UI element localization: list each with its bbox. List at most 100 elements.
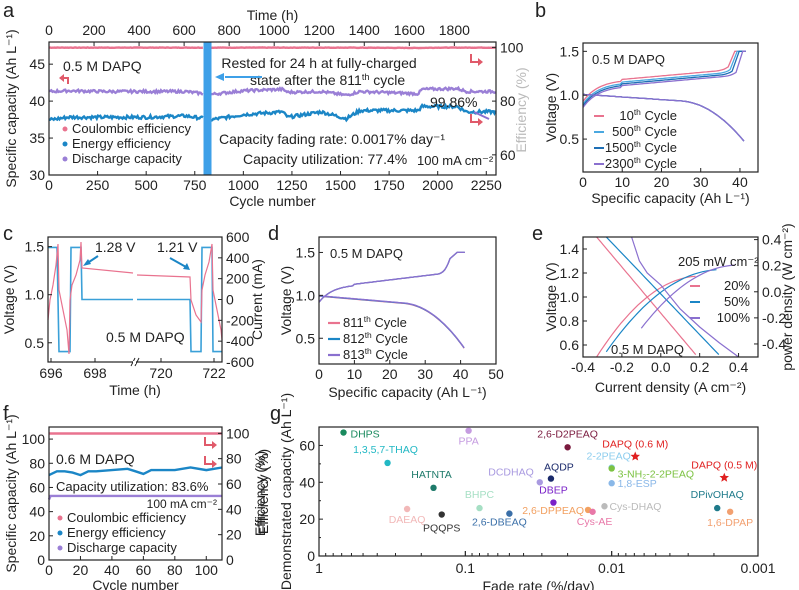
b-series-3-discharge <box>582 93 745 142</box>
e-y2-label: power density (W cm⁻²) <box>779 223 795 370</box>
f-right-axis-arrow-2-head <box>212 460 217 468</box>
g-point-cys-ae <box>589 508 596 515</box>
g-point-bhpc <box>476 504 483 512</box>
a-right-axis-arrow-2 <box>470 114 483 126</box>
b-x-tick-label: 20 <box>654 174 670 190</box>
plot-frame <box>48 41 497 176</box>
e-y2-tick-label: 0.0 <box>762 284 782 300</box>
c-y2-tick-label: 600 <box>226 229 250 245</box>
a-x2-tick-label: 1200 <box>304 22 335 38</box>
f-legend-marker <box>57 515 63 521</box>
b-series-2-charge <box>582 50 746 107</box>
g-point-2-2peaq-label: 2-2PEAQ <box>586 451 630 463</box>
panel-label-f: f <box>3 403 9 425</box>
panel-label-g: g <box>270 403 281 425</box>
g-point-1-8-esp <box>608 480 615 487</box>
g-point-cys-dhaq <box>601 503 608 510</box>
series-energy-efficiency <box>210 102 497 123</box>
f-y-tick-label: 20 <box>29 528 45 544</box>
a-y-tick-label: 45 <box>29 56 45 72</box>
g-point-hatnta-label: HATNTA <box>411 469 451 481</box>
e-y2-tick-label: 0.4 <box>762 232 782 248</box>
a-legend-marker <box>62 156 68 162</box>
c-x-label: Time (h) <box>109 382 161 398</box>
f-current-density: 100 mA cm⁻² <box>147 497 217 511</box>
plot-frame <box>48 426 223 561</box>
d-x-tick-label: 50 <box>488 366 504 382</box>
panel-label-c: c <box>3 223 13 245</box>
a-legend-marker <box>62 126 68 132</box>
f-x-tick-label: 60 <box>136 562 152 578</box>
d-series-2-discharge <box>318 295 465 349</box>
g-point-daeaq-label: DAEAQ <box>389 514 426 526</box>
d-x-tick-label: 10 <box>347 366 363 382</box>
a-x-tick-label: 2000 <box>422 177 453 193</box>
g-point-cys-dhaq-label: Cys-DHAQ <box>609 501 661 513</box>
e-concentration-label: 0.5 M DAPQ <box>611 342 684 357</box>
a-x-tick-label: 1750 <box>374 177 405 193</box>
g-y-label: Demonstrated capacity (Ah L⁻¹) <box>278 393 294 590</box>
b-x-tick-label: 30 <box>693 174 709 190</box>
f-y-tick-label: 40 <box>29 504 45 520</box>
a-right-axis-arrow-2-path <box>470 114 480 123</box>
d-y-label: Voltage (V) <box>278 266 294 335</box>
series-coulombic-efficiency <box>211 46 496 50</box>
g-point-dcdhaq-label: DCDHAQ <box>488 466 534 478</box>
d-x-label: Specific capacity (Ah L⁻¹) <box>328 384 486 400</box>
a-right-axis-arrow <box>470 54 483 66</box>
panel-label-d: d <box>268 223 279 245</box>
f-legend-label: Discharge capacity <box>67 540 177 555</box>
c-voltage-series <box>47 241 134 355</box>
rest-marker-bar <box>203 42 212 175</box>
a-utilization: Capacity utilization: 77.4% <box>243 151 407 167</box>
d-y-tick-label: 1.0 <box>296 287 316 303</box>
e-x-tick-label: 0.2 <box>690 359 710 375</box>
a-legend-label: Energy efficiency <box>72 136 171 151</box>
f-y-tick-label: 60 <box>29 479 45 495</box>
e-power-1 <box>605 269 717 353</box>
c-voltage-series-2 <box>136 243 223 341</box>
b-series-0-charge <box>582 50 746 102</box>
g-point-dhps-label: DHPS <box>351 429 380 441</box>
a-x-tick-label: 1000 <box>228 177 259 193</box>
a-y-tick-label: 40 <box>29 93 45 109</box>
g-x-label: Fade rate (%/day) <box>482 578 594 590</box>
g-point-hatnta <box>430 484 437 492</box>
a-legend-label: Coulombic efficiency <box>72 121 191 136</box>
c-arrow-2-head <box>183 263 190 270</box>
a-x2-tick-label: 0 <box>45 22 53 38</box>
f-right-axis-arrow-2 <box>204 456 217 468</box>
a-x-label: Cycle number <box>229 193 316 209</box>
e-y-tick-label: 1.4 <box>560 241 580 257</box>
d-legend-label: 813th Cycle <box>343 346 408 362</box>
f-legend-label: Energy efficiency <box>67 525 166 540</box>
g-y-tick-label: 60 <box>299 437 315 453</box>
b-y-label: Voltage (V) <box>543 73 559 142</box>
c-y2-label: Current (mA) <box>249 259 265 340</box>
a-ce-arrow <box>473 111 490 120</box>
a-concentration-label: 0.5 M DAPQ <box>63 58 142 74</box>
a-right-axis-arrow-head <box>478 58 483 66</box>
e-polarization-1 <box>605 236 720 356</box>
b-legend-label: 10th Cycle <box>619 107 677 123</box>
a-x2-tick-label: 1800 <box>439 22 470 38</box>
g-point-1-3-5-7-thaq-label: 1,3,5,7-THAQ <box>353 444 418 456</box>
panel-label-b: b <box>535 0 546 22</box>
g-point-dcdhaq <box>536 479 543 486</box>
e-legend-label: 100% <box>717 310 751 325</box>
a-x-tick-label: 1250 <box>276 177 307 193</box>
g-point-pqqps <box>438 511 445 518</box>
f-x-tick-label: 0 <box>45 562 53 578</box>
b-x-tick-label: 10 <box>614 174 630 190</box>
g-point-cys-ae-label: Cys-AE <box>577 516 613 528</box>
a-left-axis-arrow-head <box>59 74 64 82</box>
a-legend-marker <box>62 141 68 147</box>
f-x-tick-label: 80 <box>167 562 183 578</box>
g-point-3-nh-2-2peaq-label: 3-NH₂-2-2PEAQ <box>618 468 694 480</box>
a-y-tick-label: 30 <box>29 167 45 183</box>
f-utilization: Capacity utilization: 83.6% <box>56 479 209 494</box>
c-axis-break-gap <box>133 361 136 364</box>
b-legend-label: 2300th Cycle <box>605 155 677 171</box>
d-legend-label: 812th Cycle <box>343 330 408 346</box>
